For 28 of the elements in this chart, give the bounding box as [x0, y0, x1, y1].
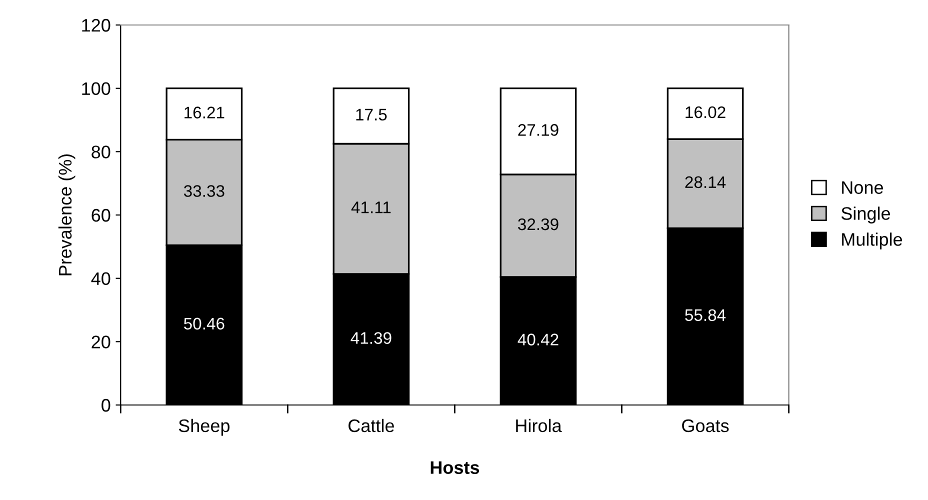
data-label: 16.21 [184, 106, 224, 118]
y-tick-label: 40 [91, 272, 110, 286]
data-label: 27.19 [518, 124, 558, 136]
y-tick-label: 0 [102, 398, 110, 412]
data-label: 33.33 [184, 185, 224, 197]
x-tick-label: Hirola [516, 418, 562, 432]
legend-label: Single [841, 206, 890, 224]
y-tick-label: 80 [92, 146, 110, 158]
data-label: 16.02 [686, 106, 726, 118]
y-tick-label: 120 [82, 18, 110, 32]
data-label: 41.11 [351, 202, 391, 214]
y-axis-title: Prevalence (%) [58, 154, 76, 276]
data-label: 41.39 [350, 332, 392, 344]
x-tick-label: Goats [682, 419, 729, 432]
y-tick-label: 60 [92, 208, 110, 222]
legend-label: None [842, 181, 883, 194]
y-tick-label: 100 [82, 82, 110, 96]
data-label: 28.14 [685, 176, 726, 188]
legend-label: Multiple [842, 232, 902, 250]
y-tick-label: 20 [92, 336, 110, 348]
data-label: 32.39 [518, 218, 558, 230]
x-tick-label: Sheep [178, 418, 230, 436]
data-label: 40.42 [518, 334, 558, 346]
data-label: 50.46 [184, 318, 224, 330]
x-axis-title: Hosts [430, 461, 480, 474]
data-label: 17.5 [356, 108, 387, 121]
data-label: 55.84 [685, 309, 726, 322]
x-tick-label: Cattle [348, 418, 394, 432]
